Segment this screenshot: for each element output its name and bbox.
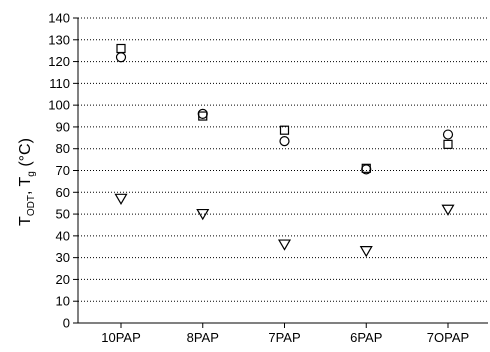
y-axis-title-main: T [17, 216, 34, 226]
x-tick-label: 10PAP [101, 330, 141, 345]
circle-marker [115, 52, 127, 63]
square-marker [443, 139, 453, 149]
y-tick-label: 40 [56, 228, 70, 243]
y-axis-ticks: 0 10 20 30 40 50 60 70 80 90 100 110 120 130 140 [48, 11, 78, 331]
data-points [114, 43, 455, 258]
y-tick-label: 120 [48, 54, 70, 69]
triangle-marker [359, 246, 373, 258]
y-tick-label: 20 [56, 272, 70, 287]
triangle-marker [277, 239, 292, 251]
y-tick-label: 140 [48, 11, 70, 26]
y-tick-label: 100 [48, 98, 70, 113]
x-axis-ticks: 10PAP 8PAP 7PAP 6PAP 7OPAP [101, 323, 469, 345]
y-axis-title-sub-odt: ODT [26, 195, 37, 216]
y-tick-label: 110 [49, 76, 70, 91]
y-tick-label: 80 [56, 141, 70, 156]
y-tick-label: 130 [48, 32, 70, 47]
y-tick-label: 90 [56, 119, 70, 134]
triangle-marker [114, 193, 128, 206]
y-axis-title: TODT, Tg (°C) [17, 138, 37, 226]
circle-marker [442, 129, 454, 140]
y-axis-title-sep: , T [17, 176, 34, 195]
y-tick-label: 60 [56, 185, 70, 200]
y-tick-label: 10 [56, 294, 70, 309]
x-tick-label: 6PAP [350, 330, 382, 345]
y-tick-label: 30 [56, 250, 70, 265]
x-tick-label: 7OPAP [427, 330, 469, 345]
triangle-marker [196, 208, 210, 221]
square-marker [116, 43, 126, 54]
circle-marker [361, 164, 372, 175]
square-marker [279, 125, 290, 135]
y-axis-title-unit: (°C) [17, 138, 34, 171]
y-tick-label: 0 [63, 316, 70, 331]
grid-lines [78, 17, 488, 302]
circle-marker [197, 108, 208, 119]
triangle-marker [441, 204, 455, 216]
y-tick-label: 70 [56, 163, 70, 178]
x-tick-label: 7PAP [268, 330, 300, 345]
x-tick-label: 8PAP [187, 330, 219, 345]
y-axis-title-sub-g: g [26, 171, 37, 177]
y-tick-label: 50 [56, 207, 70, 222]
circle-marker [279, 135, 290, 147]
